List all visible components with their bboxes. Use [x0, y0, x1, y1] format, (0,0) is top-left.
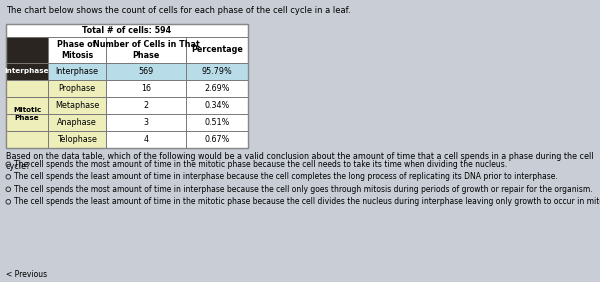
- Bar: [6, 24, 248, 148]
- Text: Number of Cells in That
Phase: Number of Cells in That Phase: [92, 40, 199, 60]
- Text: Telophase: Telophase: [57, 135, 97, 144]
- Text: Interphase: Interphase: [56, 67, 98, 76]
- Bar: [48, 80, 106, 97]
- Text: < Previous: < Previous: [6, 270, 47, 279]
- Text: The chart below shows the count of cells for each phase of the cell cycle in a l: The chart below shows the count of cells…: [6, 6, 350, 15]
- Bar: [106, 80, 186, 97]
- Bar: [106, 114, 186, 131]
- Bar: [186, 131, 248, 148]
- Text: Phase of
Mitosis: Phase of Mitosis: [58, 40, 97, 60]
- Text: Prophase: Prophase: [58, 84, 95, 93]
- Text: The cell spends the most amount of time in interphase because the cell only goes: The cell spends the most amount of time …: [14, 185, 592, 194]
- Text: 2.69%: 2.69%: [204, 84, 230, 93]
- Text: 95.79%: 95.79%: [202, 67, 232, 76]
- Text: Metaphase: Metaphase: [55, 101, 99, 110]
- Text: 0.67%: 0.67%: [205, 135, 230, 144]
- Bar: [6, 80, 48, 148]
- Text: Based on the data table, which of the following would be a valid conclusion abou: Based on the data table, which of the fo…: [6, 152, 593, 171]
- Text: Percentage: Percentage: [191, 45, 243, 54]
- Text: 2: 2: [143, 101, 149, 110]
- Text: The cell spends the least amount of time in the mitotic phase because the cell d: The cell spends the least amount of time…: [14, 197, 600, 206]
- Bar: [186, 114, 248, 131]
- Text: Anaphase: Anaphase: [57, 118, 97, 127]
- Text: Interphase: Interphase: [5, 69, 49, 74]
- Text: 0.51%: 0.51%: [205, 118, 230, 127]
- Bar: [106, 97, 186, 114]
- Bar: [48, 63, 106, 80]
- Bar: [48, 97, 106, 114]
- Text: 0.34%: 0.34%: [205, 101, 230, 110]
- Bar: [6, 37, 48, 80]
- Text: 16: 16: [141, 84, 151, 93]
- Text: 569: 569: [139, 67, 154, 76]
- Text: The cell spends the least amount of time in interphase because the cell complete: The cell spends the least amount of time…: [14, 172, 557, 181]
- Bar: [186, 80, 248, 97]
- Text: Mitotic
Phase: Mitotic Phase: [13, 107, 41, 120]
- Bar: [186, 63, 248, 80]
- Text: Total # of cells: 594: Total # of cells: 594: [82, 26, 172, 35]
- Bar: [106, 63, 186, 80]
- Bar: [48, 114, 106, 131]
- Text: 4: 4: [143, 135, 149, 144]
- Text: The cell spends the most amount of time in the mitotic phase because the cell ne: The cell spends the most amount of time …: [14, 160, 507, 169]
- Bar: [48, 131, 106, 148]
- Bar: [6, 24, 248, 148]
- Text: 3: 3: [143, 118, 149, 127]
- Bar: [106, 131, 186, 148]
- Bar: [186, 97, 248, 114]
